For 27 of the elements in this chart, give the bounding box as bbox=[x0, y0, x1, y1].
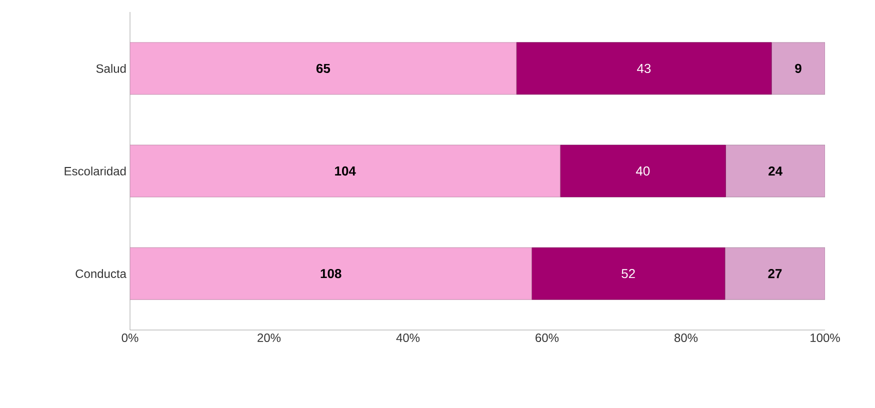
y-tick-label: Conducta bbox=[76, 269, 126, 278]
annotation: 108 bbox=[320, 268, 342, 278]
bar bbox=[725, 144, 826, 198]
annotation: 65 bbox=[316, 64, 330, 74]
annotation: 27 bbox=[768, 269, 782, 278]
y-tick-label: Salud bbox=[96, 64, 126, 73]
annotation: 40 bbox=[636, 166, 650, 176]
bar bbox=[130, 247, 532, 300]
x-tick-label: 60% bbox=[536, 334, 559, 342]
x-tick-label: 0% bbox=[122, 334, 138, 342]
x-tick-label: 80% bbox=[674, 334, 698, 342]
bar bbox=[724, 247, 826, 300]
annotation: 43 bbox=[637, 64, 651, 74]
annotation: 24 bbox=[768, 166, 782, 176]
y-tick-label: Escolaridad bbox=[64, 166, 126, 176]
bar bbox=[130, 42, 517, 95]
x-tick-label: 20% bbox=[258, 334, 281, 342]
bar bbox=[516, 42, 772, 95]
annotation: 9 bbox=[795, 64, 802, 74]
bar bbox=[771, 42, 826, 95]
x-tick-label: 100% bbox=[810, 334, 840, 342]
bar bbox=[560, 144, 726, 198]
annotation: 52 bbox=[622, 268, 635, 278]
bar bbox=[532, 247, 726, 300]
x-tick-label: 40% bbox=[396, 334, 420, 342]
bar bbox=[130, 144, 560, 198]
annotation: 104 bbox=[335, 166, 356, 176]
